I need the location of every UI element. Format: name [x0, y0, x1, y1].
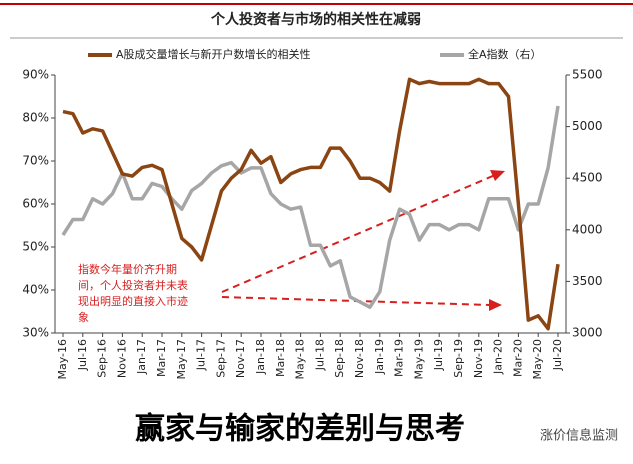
y-tick-label: 40%	[22, 283, 49, 297]
caption: 赢家与输家的差别与思考	[135, 412, 465, 447]
x-tick-label: Jan-17	[135, 339, 148, 375]
x-tick-label: Nov-17	[234, 339, 247, 378]
y-tick-label: 90%	[22, 68, 49, 82]
y2-tick-label: 4000	[572, 222, 603, 236]
x-tick-label: May-20	[531, 339, 544, 380]
x-tick-label: Sep-16	[96, 339, 109, 378]
x-tick-label: Sep-17	[214, 339, 227, 378]
x-tick-label: Sep-19	[452, 339, 465, 378]
x-tick-label: May-16	[56, 339, 69, 380]
y2-tick-label: 5500	[572, 68, 603, 82]
x-tick-label: Mar-20	[511, 339, 524, 377]
arrow-head	[490, 170, 505, 181]
chart-title: 个人投资者与市场的相关性在减弱	[210, 11, 421, 28]
y2-tick-label: 3000	[572, 326, 603, 340]
x-tick-label: Jan-20	[492, 339, 505, 375]
x-tick-label: Jul-20	[551, 339, 564, 371]
x-tick-label: Mar-19	[393, 339, 406, 377]
legend-label: A股成交量增长与新开户数增长的相关性	[116, 47, 311, 61]
x-tick-label: Jan-19	[373, 339, 386, 375]
y-tick-label: 60%	[22, 197, 49, 211]
x-tick-label: Sep-18	[333, 339, 346, 378]
x-tick-label: Nov-16	[115, 339, 128, 378]
y-tick-label: 80%	[22, 111, 49, 125]
annotation-arrows	[221, 170, 505, 311]
y2-tick-label: 4500	[572, 171, 603, 185]
y-tick-label: 50%	[22, 240, 49, 254]
annotation: 现出明显的直接入市迹	[78, 294, 188, 308]
y2-tick-label: 5000	[572, 119, 603, 133]
x-tick-label: Jan-18	[254, 339, 267, 375]
annotation: 间，个人投资者并未表	[78, 278, 188, 292]
y2-tick-label: 3500	[572, 274, 603, 288]
y-tick-label: 30%	[22, 326, 49, 340]
x-tick-label: May-19	[412, 339, 425, 380]
x-tick-label: Jul-18	[313, 339, 326, 371]
x-tick-label: Nov-18	[353, 339, 366, 378]
x-tick-label: May-18	[294, 339, 307, 380]
x-tick-label: Mar-17	[155, 339, 168, 377]
y-tick-label: 70%	[22, 154, 49, 168]
x-tick-label: Jul-19	[432, 339, 445, 371]
annotation: 指数今年量价齐升期	[78, 262, 177, 276]
x-tick-label: Mar-18	[274, 339, 287, 377]
x-tick-label: Nov-19	[472, 339, 485, 378]
annotation: 象	[78, 311, 89, 324]
legend-label: 全A指数（右）	[468, 47, 542, 61]
x-tick-label: Jul-17	[195, 339, 208, 371]
arrow-up	[221, 174, 496, 293]
watermark: 涨价信息监测	[540, 428, 618, 444]
arrow-head	[489, 299, 502, 311]
x-tick-label: May-17	[175, 339, 188, 380]
series-line	[61, 105, 560, 309]
series-line	[62, 77, 560, 331]
x-tick-label: Jul-16	[76, 339, 89, 371]
